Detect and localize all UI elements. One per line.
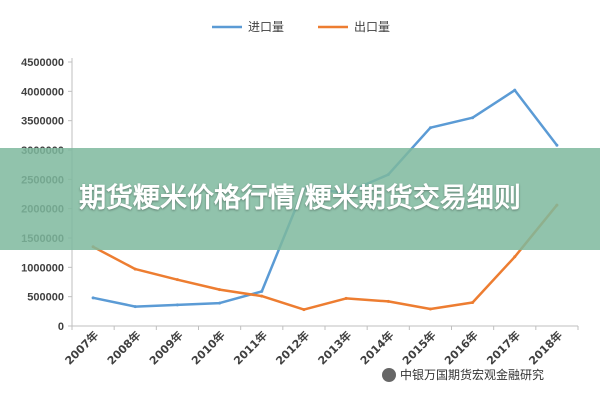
x-tick-label: 2010年 <box>188 328 227 367</box>
x-tick-label: 2012年 <box>273 328 312 367</box>
x-tick-label: 2011年 <box>231 328 270 367</box>
legend: 进口量 出口量 <box>212 20 390 34</box>
data-point <box>555 143 559 147</box>
series-line-export <box>92 204 558 311</box>
y-tick-label: 3500000 <box>21 116 64 128</box>
y-tick-label: 500000 <box>27 292 64 304</box>
x-tick-label: 2013年 <box>315 328 354 367</box>
data-point <box>260 294 264 298</box>
watermark: 中银万国期货宏观金融研究 <box>382 366 544 383</box>
x-tick-label: 2007年 <box>62 328 101 367</box>
wechat-icon <box>382 367 396 382</box>
data-point <box>133 267 137 271</box>
x-tick-label: 2018年 <box>526 328 565 367</box>
x-tick-label: 2016年 <box>441 328 480 367</box>
data-point <box>428 126 432 130</box>
title-banner: 期货粳米价格行情/粳米期货交易细则 <box>0 148 600 250</box>
y-tick-label: 4500000 <box>21 57 64 69</box>
data-point <box>175 278 179 282</box>
data-point <box>386 299 390 303</box>
y-tick-label: 1000000 <box>21 262 64 274</box>
x-tick-label: 2014年 <box>357 328 396 367</box>
data-point <box>471 116 475 120</box>
legend-label: 出口量 <box>354 20 390 34</box>
data-point <box>218 301 222 305</box>
data-point <box>91 296 95 300</box>
x-tick-label: 2008年 <box>104 328 143 367</box>
x-tick-label: 2015年 <box>399 328 438 367</box>
y-tick-label: 4000000 <box>21 86 64 98</box>
x-axis: 2007年 2008年 2009年 2010年 2011年 2012年 2013年 2014年… <box>62 325 579 368</box>
data-point <box>175 303 179 307</box>
data-point <box>133 305 137 309</box>
x-tick-label: 2017年 <box>484 328 523 367</box>
y-tick-label: 0 <box>58 321 64 333</box>
data-point <box>471 301 475 305</box>
data-point <box>513 255 517 259</box>
legend-label: 进口量 <box>248 20 284 34</box>
data-point <box>428 307 432 311</box>
watermark-text: 中银万国期货宏观金融研究 <box>400 368 545 382</box>
data-point <box>513 88 517 92</box>
data-point <box>302 308 306 312</box>
data-point <box>260 289 264 293</box>
x-tick-label: 2009年 <box>146 328 185 367</box>
data-point <box>344 296 348 300</box>
banner-title: 期货粳米价格行情/粳米期货交易细则 <box>79 183 521 214</box>
data-point <box>218 288 222 292</box>
